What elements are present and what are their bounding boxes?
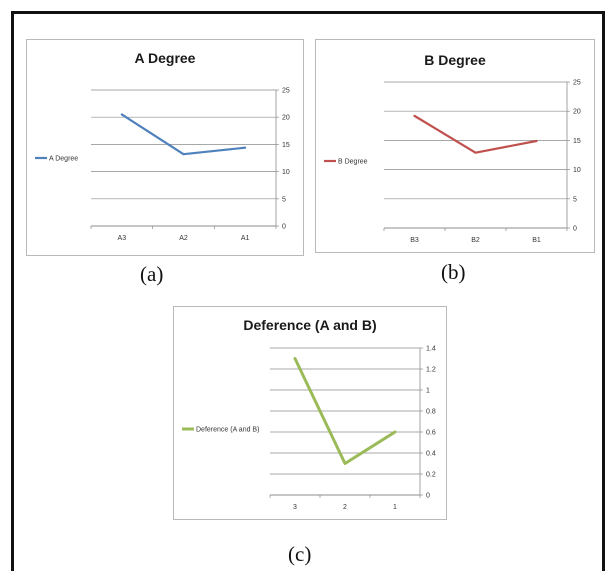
x-tick-label: B3 [410,237,419,244]
x-tick-label: 3 [293,504,297,511]
y-tick-label: 20 [573,109,581,116]
y-tick-label: 1.4 [426,346,436,353]
caption-c: (c) [288,542,311,567]
caption-a: (a) [140,262,163,287]
chart-panel-c: Deference (A and B) 0 0.2 0.4 0.6 0.8 1 1.2 1.4… [173,306,447,520]
y-tick-label: 20 [282,115,290,122]
caption-b: (b) [441,260,466,285]
y-tick-label: 5 [282,196,286,203]
chart-a-plot: 0 5 10 15 20 25 A3 A2 A1 A Degree [27,40,305,257]
chart-c-plot: 0 0.2 0.4 0.6 0.8 1 1.2 1.4 3 2 1 Deference (A and … [174,307,448,521]
y-tick-label: 0 [282,224,286,231]
chart-panel-a: A Degree 0 5 10 15 20 25 A3 A2 A1 A Degree [26,39,304,256]
chart-panel-b: B Degree 0 5 10 15 20 25 B3 B2 B1 B Degree [315,39,595,253]
x-tick-label: 2 [343,504,347,511]
y-tick-label: 0.2 [426,472,436,479]
y-tick-label: 5 [573,196,577,203]
y-tick-label: 1.2 [426,367,436,374]
series-line-b [415,116,537,153]
y-tick-label: 15 [282,142,290,149]
x-tick-label: A3 [118,235,127,242]
y-tick-label: 0.4 [426,451,436,458]
series-line-a [122,114,245,154]
x-tick-label: A2 [179,235,188,242]
y-tick-label: 15 [573,138,581,145]
legend-label-b: B Degree [338,159,368,166]
y-tick-label: 0.8 [426,409,436,416]
y-tick-label: 0 [573,226,577,233]
y-tick-label: 0 [426,493,430,500]
y-tick-label: 10 [573,167,581,174]
y-tick-label: 10 [282,169,290,176]
y-tick-label: 25 [573,80,581,87]
x-tick-label: B1 [532,237,541,244]
chart-b-plot: 0 5 10 15 20 25 B3 B2 B1 B Degree [316,40,596,254]
x-tick-label: B2 [471,237,480,244]
y-tick-label: 1 [426,388,430,395]
legend-label-c: Deference (A and B) [196,427,259,434]
x-tick-label: A1 [241,235,250,242]
x-tick-label: 1 [393,504,397,511]
y-tick-label: 25 [282,88,290,95]
legend-label-a: A Degree [49,156,78,163]
y-tick-label: 0.6 [426,430,436,437]
